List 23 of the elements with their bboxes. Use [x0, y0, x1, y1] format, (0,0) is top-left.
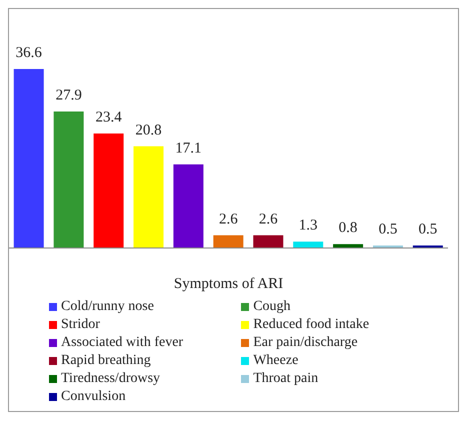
legend-label: Tiredness/drowsy — [61, 371, 160, 386]
data-label: 0.8 — [338, 220, 358, 236]
legend-label: Reduced food intake — [253, 317, 370, 332]
legend-label: Wheeze — [253, 353, 298, 368]
legend-label: Rapid breathing — [61, 353, 151, 368]
data-label: 27.9 — [56, 88, 82, 104]
legend-label: Associated with fever — [61, 335, 184, 350]
data-label: 2.6 — [258, 211, 278, 228]
legend-label: Convulsion — [61, 389, 126, 404]
data-label: 0.5 — [418, 222, 438, 238]
data-label: 0.5 — [378, 222, 398, 238]
x-axis-title: Symptoms of ARI — [174, 276, 284, 292]
legend-label: Ear pain/discharge — [253, 335, 358, 350]
data-label: 20.8 — [135, 122, 162, 138]
legend-label: Cough — [253, 299, 291, 314]
legend-label: Throat pain — [253, 371, 318, 386]
legend-label: Stridor — [61, 317, 100, 332]
legend-label: Cold/runny nose — [61, 299, 154, 314]
data-label: 23.4 — [95, 110, 122, 126]
data-label: 36.6 — [16, 45, 42, 61]
data-label: 2.6 — [218, 211, 238, 228]
data-label: 1.3 — [298, 218, 318, 234]
data-label: 17.1 — [175, 140, 202, 156]
